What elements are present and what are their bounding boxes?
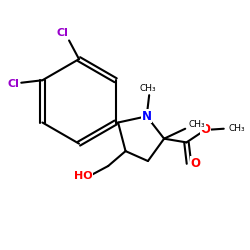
Text: CH₃: CH₃ (189, 120, 206, 130)
Text: N: N (142, 110, 152, 123)
Text: Cl: Cl (57, 28, 69, 38)
Text: HO: HO (74, 171, 92, 181)
Text: O: O (190, 157, 200, 170)
Text: CH₃: CH₃ (228, 124, 245, 133)
Text: Cl: Cl (8, 79, 20, 89)
Text: CH₃: CH₃ (140, 84, 156, 94)
Text: O: O (200, 124, 210, 136)
